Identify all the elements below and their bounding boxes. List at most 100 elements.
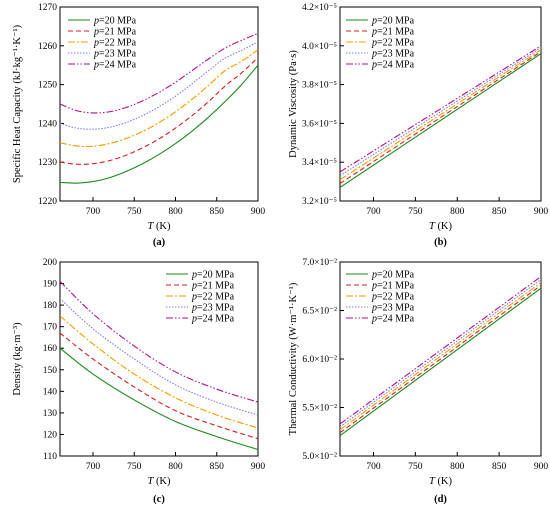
legend-value: =23 MPa	[377, 303, 415, 314]
panel-caption: (c)	[153, 494, 165, 505]
legend-label: p=23 MPa	[93, 49, 137, 60]
x-tick-label: 850	[492, 462, 507, 472]
legend-label: p=20 MPa	[371, 270, 415, 281]
x-axis-variable: T	[147, 221, 154, 232]
x-tick-label: 800	[450, 207, 465, 217]
series-line-3	[60, 49, 258, 148]
x-axis-variable: T	[429, 476, 436, 487]
legend-variable: p	[371, 49, 377, 60]
y-tick-label: 1220	[38, 197, 57, 207]
legend-variable: p	[93, 60, 99, 71]
legend-label: p=23 MPa	[371, 303, 415, 314]
y-tick-label: 1250	[38, 81, 57, 91]
y-tick-label: 200	[43, 258, 58, 268]
y-tick-label: 5.5×10⁻²	[302, 404, 337, 414]
legend-value: =22 MPa	[377, 38, 415, 49]
legend-variable: p	[191, 270, 197, 281]
legend-label: p=24 MPa	[371, 60, 415, 71]
legend-label: p=22 MPa	[371, 38, 415, 49]
y-tick-label: 150	[43, 366, 58, 376]
y-tick-label: 4.2×10⁻⁵	[302, 3, 337, 13]
y-tick-label: 110	[43, 452, 57, 462]
y-tick-label: 190	[43, 280, 58, 290]
series-line-4	[60, 298, 258, 416]
legend-label: p=20 MPa	[93, 16, 137, 27]
legend-variable: p	[371, 303, 377, 314]
y-tick-label: 170	[43, 323, 58, 333]
series-line-2	[340, 51, 541, 184]
legend-label: p=21 MPa	[371, 281, 415, 292]
series-line-4	[340, 279, 541, 428]
x-tick-label: 750	[127, 207, 142, 217]
x-tick-label: 900	[251, 207, 266, 217]
y-tick-label: 3.4×10⁻⁵	[302, 158, 337, 168]
series-line-5	[60, 281, 258, 403]
series-line-5	[340, 276, 541, 425]
y-tick-label: 6.5×10⁻²	[302, 307, 337, 317]
legend-value: =21 MPa	[197, 281, 235, 292]
panel-caption: (b)	[434, 237, 447, 248]
legend-variable: p	[371, 292, 377, 303]
x-axis-unit: (K)	[153, 476, 171, 487]
panel-a: 700 750 800 850 900 1220 1230 1240 1250 1260 1270 T…	[12, 3, 265, 248]
series-line-1	[340, 287, 541, 437]
x-tick-label: 850	[210, 207, 225, 217]
series-line-4	[60, 41, 258, 130]
series-line-3	[340, 49, 541, 181]
x-axis-variable: T	[429, 221, 436, 232]
legend-value: =22 MPa	[377, 292, 415, 303]
legend-variable: p	[191, 281, 197, 292]
legend-variable: p	[93, 27, 99, 38]
y-axis-label: Thermal Conductivity (W·m⁻¹·K⁻¹)	[288, 282, 299, 435]
legend-label: p=24 MPa	[93, 60, 137, 71]
x-tick-label: 900	[251, 462, 266, 472]
y-tick-label: 3.6×10⁻⁵	[302, 119, 337, 129]
y-tick-label: 120	[43, 430, 58, 440]
panel-b: 700 750 800 850 900 3.2×10⁻⁵ 3.4×10⁻⁵ 3.6×10⁻⁵ 3…	[288, 3, 548, 248]
series-line-4	[340, 47, 541, 177]
x-axis-label: T (K)	[147, 476, 171, 487]
legend-value: =22 MPa	[99, 38, 137, 49]
legend-label: p=20 MPa	[371, 16, 415, 27]
legend-label: p=20 MPa	[191, 270, 235, 281]
x-tick-label: 850	[492, 207, 507, 217]
legend-variable: p	[93, 16, 99, 27]
legend-value: =20 MPa	[197, 270, 235, 281]
legend-variable: p	[371, 60, 377, 71]
x-axis-unit: (K)	[153, 221, 171, 232]
legend-value: =24 MPa	[377, 60, 415, 71]
y-tick-label: 6.0×10⁻²	[302, 355, 337, 365]
legend-value: =22 MPa	[197, 292, 235, 303]
legend-variable: p	[93, 49, 99, 60]
legend-value: =21 MPa	[99, 27, 137, 38]
legend-label: p=24 MPa	[371, 314, 415, 325]
y-tick-label: 3.8×10⁻⁵	[302, 81, 337, 91]
x-axis-label: T (K)	[429, 476, 453, 487]
legend-label: p=21 MPa	[371, 27, 415, 38]
x-tick-label: 750	[408, 207, 423, 217]
plot-frame	[339, 6, 542, 202]
y-tick-label: 130	[43, 409, 58, 419]
x-tick-label: 700	[86, 462, 101, 472]
y-tick-label: 1260	[38, 42, 57, 52]
legend-value: =21 MPa	[377, 27, 415, 38]
x-tick-label: 800	[450, 462, 465, 472]
y-axis-label: Dynamic Viscosity (Pa·s)	[288, 50, 299, 158]
y-tick-label: 1240	[38, 119, 57, 129]
x-tick-label: 700	[86, 207, 101, 217]
legend-variable: p	[371, 314, 377, 325]
legend-label: p=22 MPa	[371, 292, 415, 303]
series-line-5	[60, 32, 258, 114]
legend-label: p=21 MPa	[191, 281, 235, 292]
y-tick-label: 4.0×10⁻⁵	[302, 42, 337, 52]
legend-value: =20 MPa	[99, 16, 137, 27]
legend-value: =24 MPa	[197, 314, 235, 325]
y-tick-label: 140	[43, 387, 58, 397]
legend-variable: p	[191, 303, 197, 314]
x-axis-label: T (K)	[147, 221, 171, 232]
y-tick-label: 5.0×10⁻²	[302, 452, 337, 462]
series-line-2	[60, 57, 258, 165]
x-tick-label: 850	[210, 462, 225, 472]
y-tick-label: 180	[43, 301, 58, 311]
